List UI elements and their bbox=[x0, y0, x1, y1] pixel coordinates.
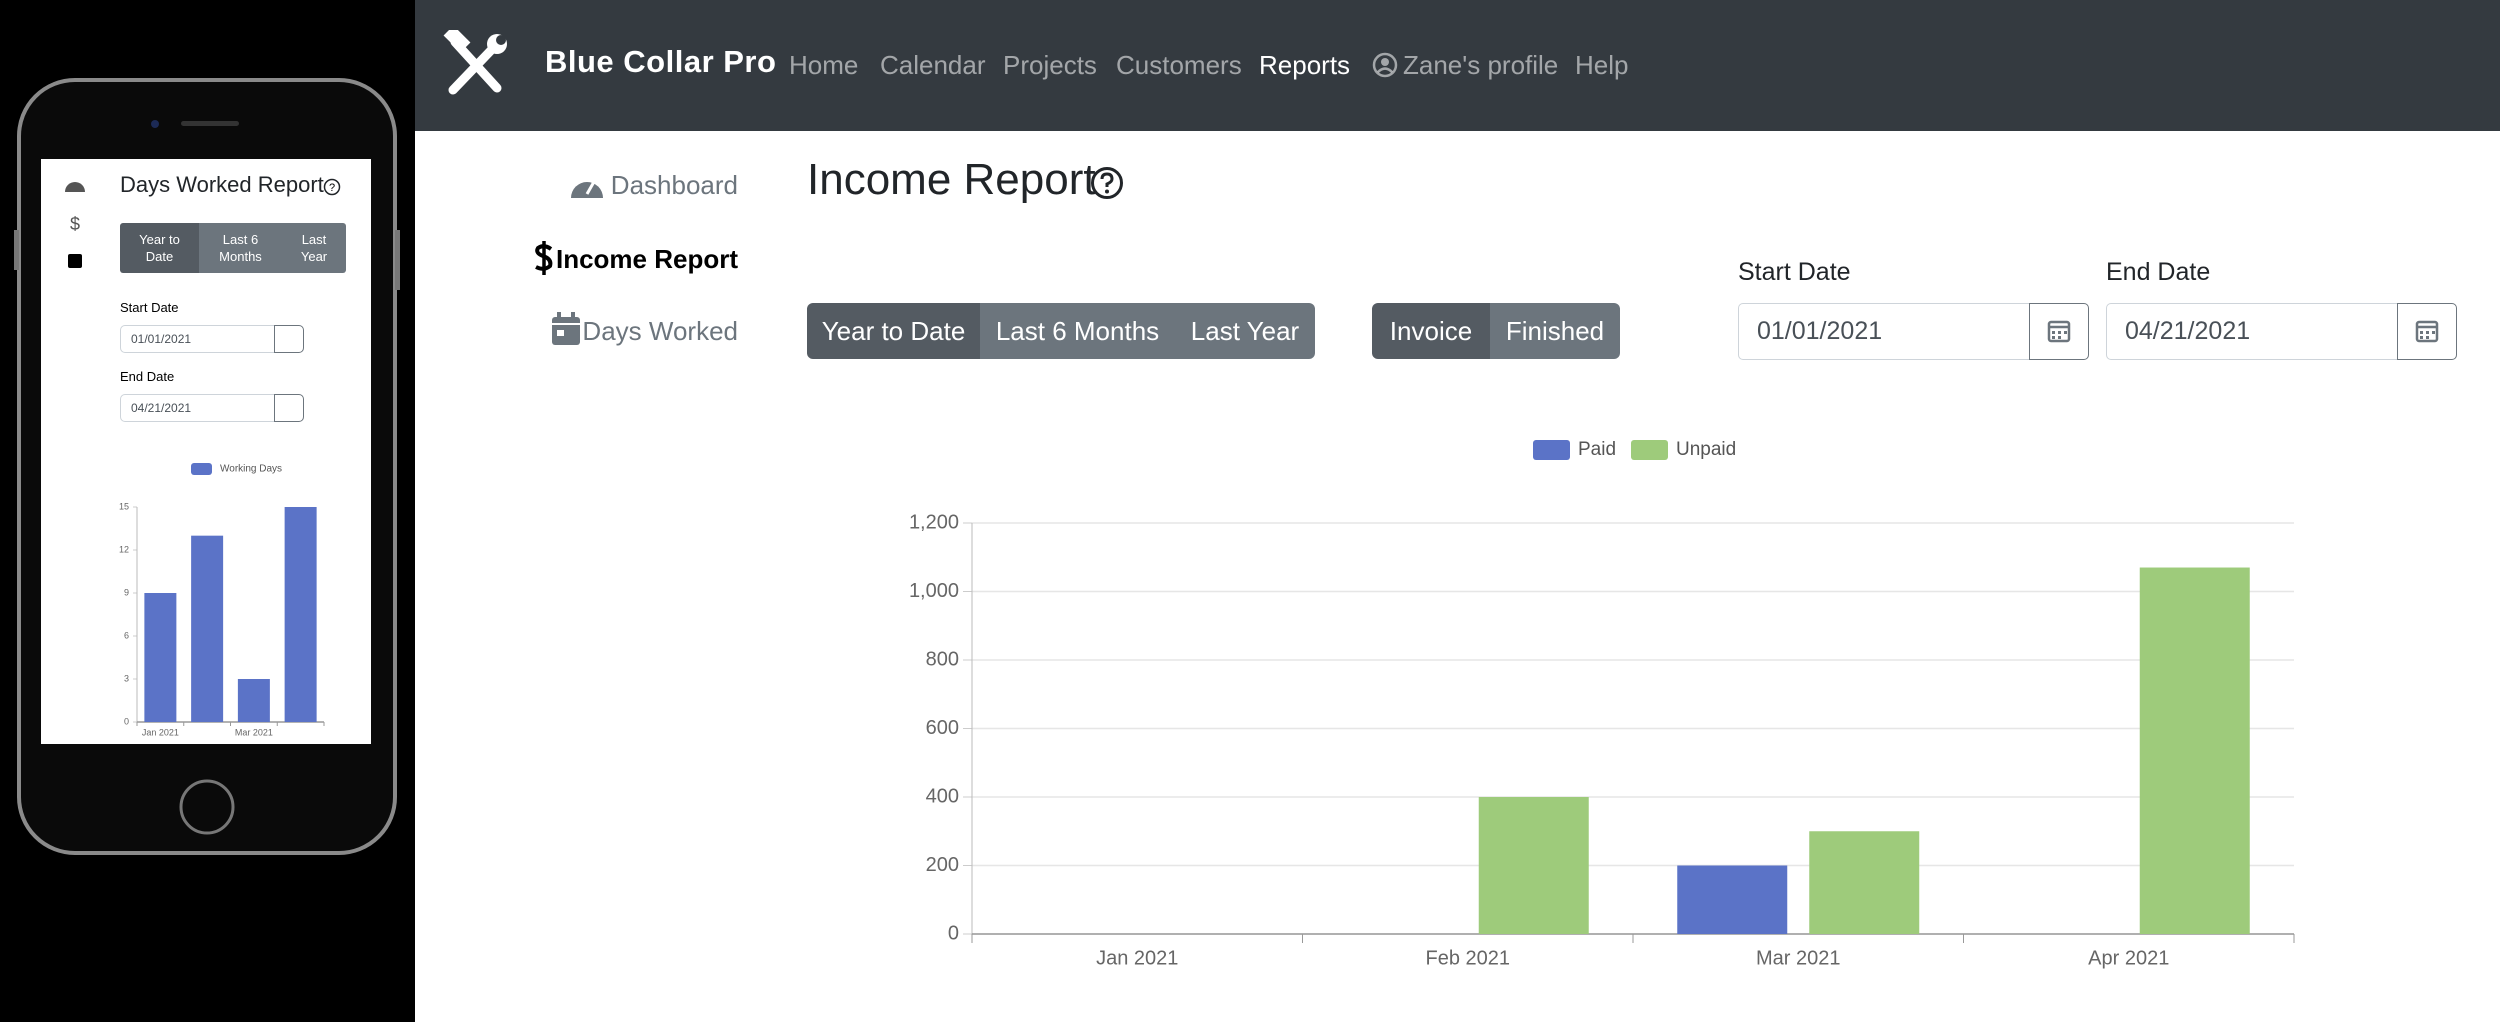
svg-text:?: ? bbox=[329, 182, 335, 194]
legend-swatch bbox=[1533, 440, 1570, 460]
nav-link[interactable]: Zane's profile bbox=[1403, 50, 1559, 80]
legend-swatch bbox=[191, 463, 212, 475]
phone-range-group: Year to Date Last 6 Months Last Year bbox=[120, 223, 346, 273]
end-label: End Date bbox=[2106, 258, 2211, 286]
y-tick-label: 15 bbox=[119, 501, 129, 511]
y-tick-label: 200 bbox=[926, 854, 959, 876]
sidebar-link[interactable]: Dashboard bbox=[610, 170, 738, 200]
range-button[interactable]: Year to Date bbox=[807, 303, 980, 359]
y-tick-label: 1,000 bbox=[909, 580, 959, 602]
nav-link[interactable]: Customers bbox=[1116, 50, 1242, 80]
nav-link[interactable]: Home bbox=[789, 50, 859, 80]
range-button[interactable]: Last Year bbox=[1175, 303, 1315, 359]
dollar-icon: $ bbox=[70, 214, 80, 234]
calendar-button[interactable] bbox=[274, 394, 304, 422]
y-tick-label: 6 bbox=[124, 630, 129, 640]
bar bbox=[2139, 567, 2250, 934]
calendar-button[interactable] bbox=[2397, 303, 2457, 360]
nav-link-active[interactable]: Reports bbox=[1259, 50, 1351, 80]
nav-link[interactable]: Projects bbox=[1003, 50, 1097, 80]
calendar-icon bbox=[552, 312, 580, 345]
sidebar-link[interactable]: Days Worked bbox=[582, 316, 738, 346]
help-icon[interactable]: ? bbox=[323, 178, 341, 196]
calendar-icon bbox=[2047, 320, 2071, 343]
legend-swatch bbox=[1631, 440, 1668, 460]
profile-icon bbox=[1372, 52, 1398, 78]
x-tick-label: Apr 2021 bbox=[2088, 947, 2169, 969]
bar bbox=[1809, 831, 1920, 934]
range-button[interactable]: Last 6 Months bbox=[980, 303, 1175, 359]
calendar-button[interactable] bbox=[2029, 303, 2089, 360]
calendar-button[interactable] bbox=[274, 325, 304, 353]
bar bbox=[237, 679, 270, 722]
legend-label: Paid bbox=[1578, 439, 1616, 460]
x-tick-label: Feb 2021 bbox=[1425, 947, 1510, 969]
sidebar-link-active[interactable]: Income Report bbox=[555, 244, 738, 274]
logo bbox=[443, 30, 507, 95]
legend-label: Unpaid bbox=[1676, 439, 1736, 460]
nav-link[interactable]: Help bbox=[1575, 50, 1629, 80]
y-tick-label: 400 bbox=[926, 785, 959, 807]
status-button[interactable]: Invoice bbox=[1372, 303, 1490, 359]
x-tick-label: Mar 2021 bbox=[235, 728, 273, 738]
status-group: Invoice Finished bbox=[1372, 303, 1620, 359]
end-input[interactable]: 04/21/2021 bbox=[2106, 303, 2398, 360]
y-tick-label: 3 bbox=[124, 673, 129, 683]
legend-label: Working Days bbox=[220, 464, 282, 475]
page-title: Income Report bbox=[807, 155, 1096, 204]
x-tick-label: Jan 2021 bbox=[142, 728, 179, 738]
brand[interactable]: Blue Collar Pro bbox=[545, 44, 777, 79]
y-tick-label: 600 bbox=[926, 717, 959, 739]
y-tick-label: 800 bbox=[926, 648, 959, 670]
range-button[interactable]: Last 6 Months bbox=[199, 223, 282, 273]
bar bbox=[1677, 865, 1788, 934]
start-label: Start Date bbox=[1738, 258, 1851, 286]
y-tick-label: 0 bbox=[124, 716, 129, 726]
bar bbox=[1478, 797, 1589, 934]
y-tick-label: 1,200 bbox=[909, 511, 959, 533]
x-tick-label: Mar 2021 bbox=[1756, 947, 1841, 969]
y-tick-label: 12 bbox=[119, 544, 129, 554]
end-label: End Date bbox=[120, 369, 175, 384]
range-button[interactable]: Year to Date bbox=[120, 223, 199, 273]
y-tick-label: 0 bbox=[948, 922, 959, 944]
help-icon[interactable] bbox=[1090, 166, 1124, 200]
start-label: Start Date bbox=[120, 300, 179, 315]
range-button[interactable]: Last Year bbox=[282, 223, 346, 273]
calendar-icon bbox=[2415, 320, 2439, 343]
bar bbox=[284, 507, 317, 722]
navbar: Blue Collar Pro Home Calendar Projects C… bbox=[415, 0, 2500, 131]
x-tick-label: Jan 2021 bbox=[1096, 947, 1178, 969]
bar bbox=[144, 593, 177, 722]
bar bbox=[191, 535, 224, 722]
phone-title: Days Worked Report bbox=[120, 172, 324, 197]
dashboard-icon bbox=[571, 179, 603, 198]
dollar-icon bbox=[535, 241, 553, 275]
nav-link[interactable]: Calendar bbox=[880, 50, 986, 80]
status-button[interactable]: Finished bbox=[1490, 303, 1620, 359]
y-tick-label: 9 bbox=[124, 587, 129, 597]
start-input[interactable]: 01/01/2021 bbox=[1738, 303, 2030, 360]
range-group: Year to Date Last 6 Months Last Year bbox=[807, 303, 1315, 359]
